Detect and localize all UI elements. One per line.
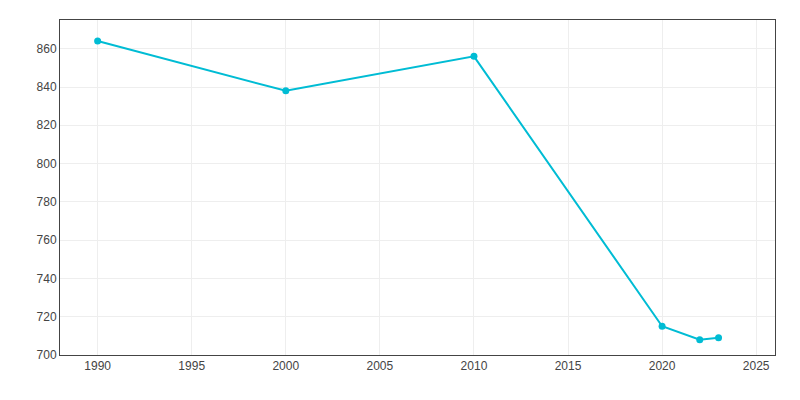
svg-text:2000: 2000 <box>272 359 299 373</box>
svg-text:2020: 2020 <box>649 359 676 373</box>
svg-text:700: 700 <box>37 348 57 362</box>
svg-text:840: 840 <box>37 80 57 94</box>
svg-text:2015: 2015 <box>555 359 582 373</box>
svg-text:1990: 1990 <box>84 359 111 373</box>
svg-text:2025: 2025 <box>743 359 770 373</box>
svg-text:1995: 1995 <box>178 359 205 373</box>
svg-text:760: 760 <box>37 233 57 247</box>
svg-text:740: 740 <box>37 272 57 286</box>
svg-text:780: 780 <box>37 195 57 209</box>
svg-text:720: 720 <box>37 310 57 324</box>
svg-text:860: 860 <box>37 42 57 56</box>
svg-text:2010: 2010 <box>461 359 488 373</box>
svg-text:820: 820 <box>37 118 57 132</box>
svg-text:800: 800 <box>37 157 57 171</box>
svg-text:2005: 2005 <box>367 359 394 373</box>
